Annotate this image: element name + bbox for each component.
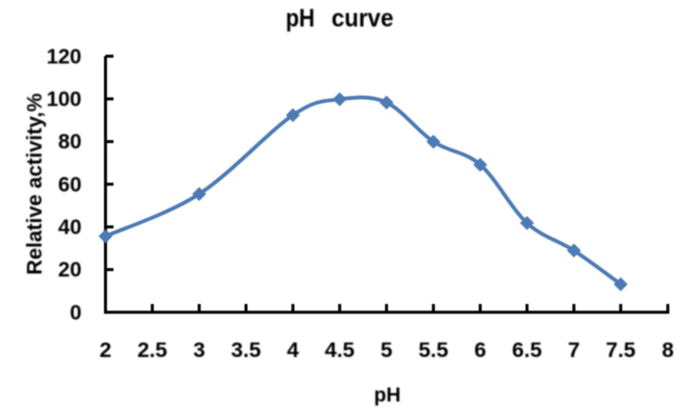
svg-text:3.5: 3.5 xyxy=(231,338,261,362)
svg-text:60: 60 xyxy=(58,173,81,196)
svg-text:4.5: 4.5 xyxy=(325,338,355,362)
svg-text:6.5: 6.5 xyxy=(512,338,542,362)
svg-text:80: 80 xyxy=(58,131,81,154)
svg-text:7: 7 xyxy=(568,338,580,362)
svg-text:pH: pH xyxy=(286,4,315,32)
svg-text:2: 2 xyxy=(100,338,112,362)
svg-text:120: 120 xyxy=(46,45,81,68)
svg-text:40: 40 xyxy=(58,216,81,239)
svg-text:Relative activity,%: Relative activity,% xyxy=(24,93,47,275)
svg-text:5: 5 xyxy=(381,338,393,362)
svg-text:20: 20 xyxy=(58,259,81,282)
svg-text:4: 4 xyxy=(287,338,299,362)
svg-text:3: 3 xyxy=(193,338,205,362)
svg-text:pH: pH xyxy=(374,385,401,407)
svg-text:8: 8 xyxy=(662,338,674,362)
svg-text:curve: curve xyxy=(332,4,394,32)
svg-text:0: 0 xyxy=(70,301,82,324)
svg-text:100: 100 xyxy=(46,88,81,111)
svg-text:2.5: 2.5 xyxy=(137,338,167,362)
svg-text:5.5: 5.5 xyxy=(418,338,448,362)
svg-text:7.5: 7.5 xyxy=(606,338,636,362)
svg-text:6: 6 xyxy=(474,338,486,362)
